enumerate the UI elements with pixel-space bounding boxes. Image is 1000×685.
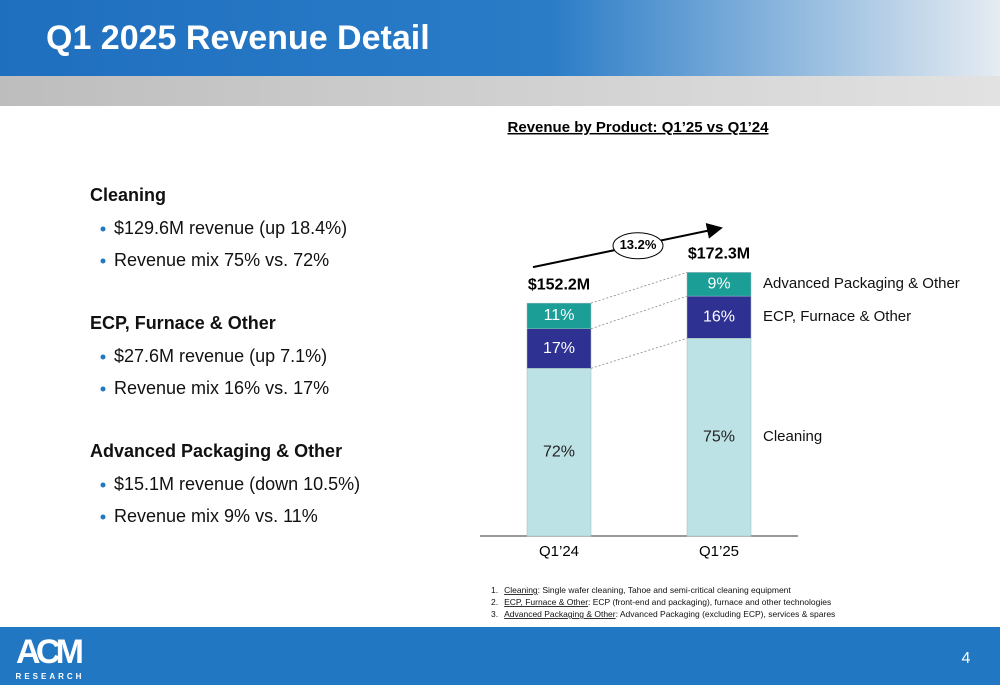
bullet-dot <box>100 386 106 392</box>
footnotes: 1. Cleaning: Single wafer cleaning, Tahoe… <box>491 585 835 619</box>
bullet-dot <box>100 226 106 232</box>
bar-segment <box>686 338 752 537</box>
data-label: 75% <box>703 428 735 445</box>
bar-segment <box>686 272 752 297</box>
header-strip <box>0 76 1000 106</box>
bullet-text: $27.6M revenue (up 7.1%) <box>114 346 327 366</box>
chart-title: Revenue by Product: Q1’25 vs Q1’24 <box>508 119 770 136</box>
header-bar <box>0 0 1000 76</box>
connector <box>590 295 688 330</box>
footnote-marker: 1. <box>491 585 498 595</box>
section-title: Cleaning <box>90 185 166 205</box>
growth-label: 13.2% <box>620 237 657 252</box>
logo-sub: RESEARCH <box>16 672 85 681</box>
bullet-text: $129.6M revenue (up 18.4%) <box>114 218 347 238</box>
data-label: 16% <box>703 308 735 325</box>
footnote-term: Cleaning <box>504 585 538 595</box>
bullet-text: Revenue mix 16% vs. 17% <box>114 378 329 398</box>
bullet-dot <box>100 258 106 264</box>
footnote: 2. ECP, Furnace & Other: ECP (front-end a… <box>491 597 831 607</box>
legend-label: Cleaning <box>763 428 822 445</box>
page-number: 4 <box>962 650 971 667</box>
chart: Q1’24 72% 17% 11% $152.2M Q1’25 75% Cleaning 16%… <box>480 222 960 560</box>
footnote-marker: 3. <box>491 609 498 619</box>
footnote-marker: 2. <box>491 597 498 607</box>
footnote-term: Advanced Packaging & Other <box>504 609 616 619</box>
data-label: 17% <box>543 340 575 357</box>
footer-bar <box>0 627 1000 685</box>
footnote: 3. Advanced Packaging & Other: Advanced P… <box>491 609 835 619</box>
slide-title: Q1 2025 Revenue Detail <box>46 19 430 57</box>
footnote-text: : Single wafer cleaning, Tahoe and semi-… <box>538 585 792 595</box>
growth-oval <box>612 232 664 260</box>
bullet-text: Revenue mix 75% vs. 72% <box>114 250 329 270</box>
total-label: $172.3M <box>688 246 750 263</box>
connector <box>590 337 688 369</box>
x-tick-label: Q1’25 <box>699 543 739 560</box>
footnote-term: ECP, Furnace & Other <box>504 597 588 607</box>
bullet-text: Revenue mix 9% vs. 11% <box>114 506 318 526</box>
footnote-text: : ECP (front-end and packaging), furnace… <box>588 597 831 607</box>
bar-segment <box>526 368 592 537</box>
data-label: 11% <box>544 307 575 324</box>
bullet-dot <box>100 514 106 520</box>
bar-segment <box>526 328 592 369</box>
bullet-dot <box>100 482 106 488</box>
logo: ACM <box>16 633 84 671</box>
section-title: Advanced Packaging & Other <box>90 441 342 461</box>
footnote: 1. Cleaning: Single wafer cleaning, Tahoe… <box>491 585 791 595</box>
section-title: ECP, Furnace & Other <box>90 313 276 333</box>
footnote-text: : Advanced Packaging (excluding ECP), se… <box>616 609 836 619</box>
data-label: 9% <box>707 275 730 292</box>
legend-label: ECP, Furnace & Other <box>763 308 911 325</box>
bullets: Cleaning $129.6M revenue (up 18.4%) Revenu… <box>90 185 360 526</box>
bullet-text: $15.1M revenue (down 10.5%) <box>114 474 360 494</box>
bullet-dot <box>100 354 106 360</box>
x-tick-label: Q1’24 <box>539 543 579 560</box>
legend-label: Advanced Packaging & Other <box>763 275 960 292</box>
connector <box>590 272 688 304</box>
data-label: 72% <box>543 443 575 460</box>
total-label: $152.2M <box>528 276 590 293</box>
bar-segment <box>686 295 752 339</box>
bar-segment <box>526 302 592 329</box>
